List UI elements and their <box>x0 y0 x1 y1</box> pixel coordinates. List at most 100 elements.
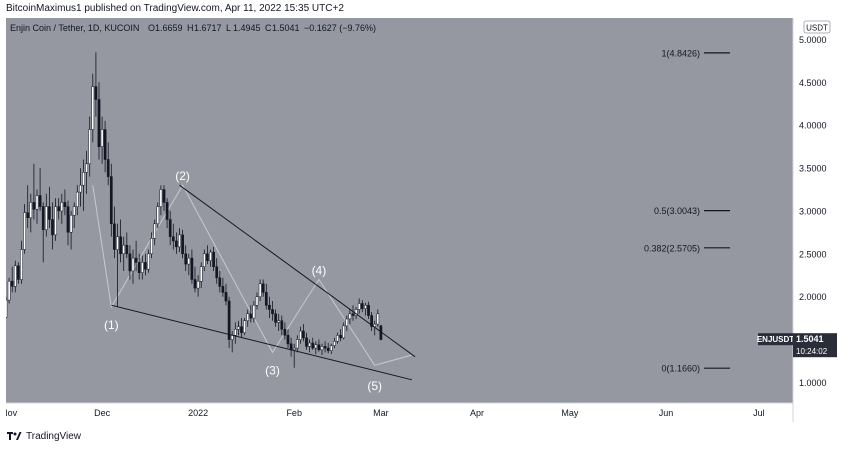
candle-down <box>193 279 197 289</box>
candle-down <box>162 189 166 203</box>
candle-down <box>311 342 315 349</box>
candle-down <box>26 212 30 218</box>
candle-up <box>196 280 200 289</box>
candle-up <box>209 251 212 261</box>
ohlc-value: 1.5041 <box>272 23 300 33</box>
symbol-info[interactable]: Enjin Coin / Tether, 1D, KUCOIN <box>10 23 139 33</box>
chart-container[interactable]: (1) (2) (3) (4) (5) 1(4.8426) 0.5(3.0043) 0.382… <box>6 18 844 422</box>
candle-up <box>79 184 82 193</box>
candle-down <box>17 265 20 280</box>
y-tick-label: 5.0000 <box>799 35 827 45</box>
candle-down <box>97 99 101 147</box>
price-chart[interactable]: (1) (2) (3) (4) (5) 1(4.8426) 0.5(3.0043) 0.382… <box>6 18 844 422</box>
wave-label: (1) <box>104 318 119 332</box>
candle-down <box>41 206 45 231</box>
candle-up <box>376 313 380 325</box>
candle-down <box>283 329 287 336</box>
y-tick-label: 4.0000 <box>799 121 827 131</box>
candle-up <box>153 223 157 239</box>
candle-up <box>364 304 367 309</box>
candle-down <box>48 206 51 220</box>
candle-up <box>295 339 299 349</box>
candle-down <box>128 253 132 272</box>
y-tick-label: 4.5000 <box>799 78 827 88</box>
x-tick-label: 2022 <box>188 408 208 418</box>
candle-down <box>10 280 14 287</box>
candle-up <box>23 212 26 250</box>
candle-up <box>122 244 126 255</box>
time-axis-background <box>6 403 793 422</box>
wave-label: (4) <box>312 264 327 278</box>
candle-down <box>289 343 293 351</box>
candle-down <box>134 257 138 263</box>
candle-down <box>38 195 42 207</box>
currency-label: USDT <box>806 24 828 33</box>
candle-down <box>57 206 61 212</box>
candle-up <box>91 86 95 130</box>
candle-up <box>314 344 318 349</box>
ohlc-value: 1.6717 <box>194 23 222 33</box>
candle-up <box>75 191 79 207</box>
ohlc-value: 1.4945 <box>233 23 261 33</box>
candle-up <box>246 313 250 321</box>
candle-up <box>348 313 352 320</box>
candle-down <box>367 304 370 316</box>
candle-down <box>249 313 253 319</box>
candle-down <box>323 346 327 349</box>
candle-up <box>255 296 259 306</box>
candle-up <box>336 335 339 342</box>
candle-up <box>72 206 76 216</box>
ticker-badge[interactable] <box>758 333 793 346</box>
candle-down <box>212 251 215 267</box>
candle-down <box>190 257 194 280</box>
candle-down <box>240 326 243 333</box>
candle-up <box>29 202 33 219</box>
elliott-wave-path <box>92 184 413 366</box>
x-tick-label: Jul <box>753 408 765 418</box>
candle-down <box>144 262 147 270</box>
footer-brand[interactable]: TradingView <box>26 430 82 442</box>
x-tick-label: Mar <box>373 408 389 418</box>
candle-down <box>51 219 54 236</box>
candle-down <box>206 253 209 261</box>
candle-down <box>113 223 116 250</box>
fib-label: 0.382(2.5705) <box>644 243 700 253</box>
candle-up <box>69 214 73 233</box>
candle-down <box>184 253 188 265</box>
currency-badge[interactable] <box>803 20 831 34</box>
candle-down <box>224 292 228 302</box>
candle-down <box>286 335 290 345</box>
candle-up <box>252 304 256 319</box>
candle-down <box>106 159 110 177</box>
candle-up <box>202 253 206 267</box>
candle-up <box>199 266 203 282</box>
candle-up <box>20 249 23 280</box>
candle-down <box>137 262 141 273</box>
candle-up <box>159 189 163 207</box>
candle-up <box>131 257 135 272</box>
ohlc-key: C <box>265 23 272 33</box>
candle-up <box>150 238 153 255</box>
wedge-upper-trendline[interactable] <box>179 184 416 358</box>
candle-down <box>268 304 271 310</box>
candle-down <box>103 129 107 160</box>
candle-up <box>54 206 57 236</box>
candle-up <box>85 163 88 173</box>
candle-down <box>280 320 284 330</box>
candle-up <box>277 320 281 323</box>
wave-label: (5) <box>367 379 382 393</box>
fib-label: 0(1.1660) <box>661 364 700 374</box>
last-price-badge[interactable] <box>793 333 837 358</box>
candle-up <box>60 202 64 212</box>
x-tick-label: May <box>561 408 579 418</box>
tradingview-logo-icon[interactable] <box>6 431 22 441</box>
x-tick-label: Nov <box>6 408 18 418</box>
candle-down <box>221 286 225 293</box>
candle-up <box>320 346 324 351</box>
last-price-value: 1.5041 <box>796 334 824 344</box>
candle-down <box>32 202 36 210</box>
candle-up <box>116 236 119 250</box>
candle-down <box>94 86 98 100</box>
candle-down <box>119 236 122 255</box>
wedge-lower-trendline[interactable] <box>111 304 413 381</box>
